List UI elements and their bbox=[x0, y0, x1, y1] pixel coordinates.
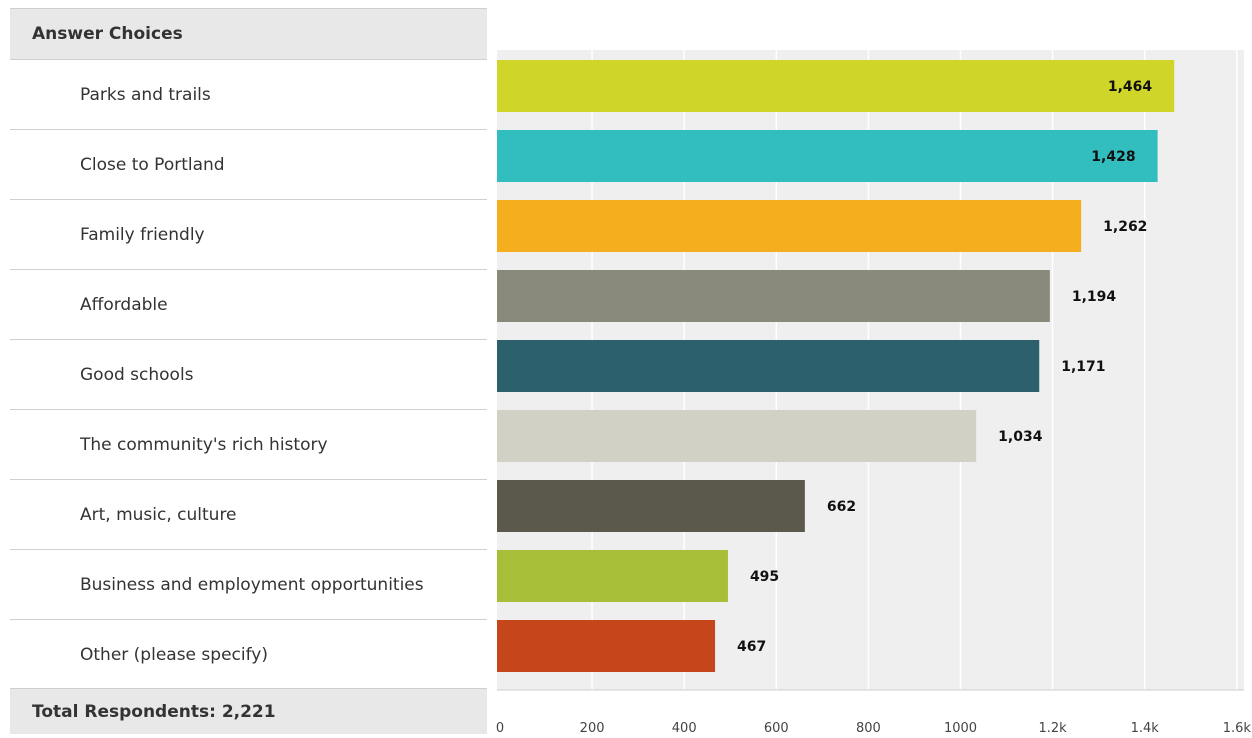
bar bbox=[497, 410, 977, 462]
bar bbox=[497, 550, 728, 602]
bar-value-label: 662 bbox=[827, 499, 856, 515]
x-tick-label: 200 bbox=[580, 721, 605, 736]
x-tick-label: 1.2k bbox=[1038, 721, 1067, 736]
choice-row: Business and employment opportunities bbox=[10, 550, 487, 620]
bar-value-label: 1,034 bbox=[998, 429, 1043, 445]
x-tick-label: 1.6k bbox=[1223, 721, 1252, 736]
total-respondents: Total Respondents: 2,221 bbox=[10, 688, 487, 734]
x-tick-label: 0 bbox=[496, 721, 504, 736]
answer-choices-table: Answer Choices Parks and trails Close to … bbox=[10, 8, 487, 690]
bar-value-label: 1,171 bbox=[1061, 359, 1105, 375]
x-tick-label: 1.4k bbox=[1131, 721, 1160, 736]
choice-row: Close to Portland bbox=[10, 130, 487, 200]
bar bbox=[497, 200, 1082, 252]
choice-row: Other (please specify) bbox=[80, 645, 268, 665]
choice-list: Parks and trails Close to Portland Family … bbox=[10, 60, 487, 690]
choice-row: Good schools bbox=[10, 340, 487, 410]
bar-value-label: 1,262 bbox=[1103, 219, 1147, 235]
bar-value-label: 467 bbox=[737, 639, 766, 655]
bar bbox=[497, 270, 1050, 322]
bar bbox=[497, 340, 1040, 392]
bar bbox=[497, 130, 1158, 182]
bar bbox=[497, 480, 805, 532]
x-tick-label: 600 bbox=[764, 721, 789, 736]
bar-value-label: 1,464 bbox=[1108, 79, 1153, 95]
choice-row: Family friendly bbox=[10, 200, 487, 270]
table-header: Answer Choices bbox=[10, 8, 487, 60]
choice-row: Affordable bbox=[10, 270, 487, 340]
x-tick-label: 800 bbox=[856, 721, 881, 736]
bar-value-label: 1,428 bbox=[1091, 149, 1135, 165]
bar-value-label: 1,194 bbox=[1072, 289, 1117, 305]
x-tick-label: 1000 bbox=[944, 721, 977, 736]
x-tick-label: 400 bbox=[672, 721, 697, 736]
choice-row: Parks and trails bbox=[10, 60, 487, 130]
bar bbox=[497, 60, 1175, 112]
choice-row: Art, music, culture bbox=[10, 480, 487, 550]
bar bbox=[497, 620, 716, 672]
bar-value-label: 495 bbox=[750, 569, 779, 585]
choice-row: The community's rich history bbox=[10, 410, 487, 480]
